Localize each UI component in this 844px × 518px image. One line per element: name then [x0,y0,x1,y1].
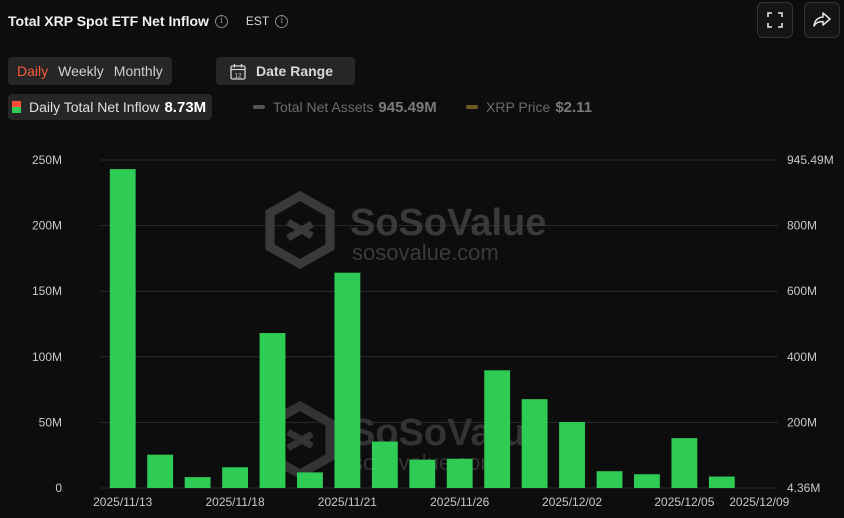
legend-value: 8.73M [164,98,207,116]
legend-swatch-inflow [12,101,21,113]
fullscreen-icon [767,12,783,28]
x-tick-label: 2025/11/13 [93,495,152,509]
bar-2025/12/02[interactable] [559,422,585,488]
bar-2025/11/17[interactable] [184,477,211,488]
bar-2025/11/18[interactable] [222,467,248,488]
grid-lines [100,159,778,489]
legend-value: $2.11 [555,98,593,116]
bar-2025/11/28[interactable] [484,370,511,488]
info-icon[interactable]: i [214,14,228,28]
bar-2025/11/24[interactable] [371,441,398,488]
bar-2025/12/04[interactable] [634,474,660,488]
legend-swatch-price [466,105,478,109]
date-range-button[interactable]: 12 Date Range [216,57,355,85]
legend-name: Daily Total Net Inflow [29,99,160,115]
bar-2025/12/05[interactable] [671,438,698,488]
date-range-label: Date Range [256,63,334,79]
bar-2025/12/03[interactable] [596,471,623,488]
watermark-url: sosovalue.com [352,240,499,265]
tab-daily[interactable]: Daily [17,63,49,79]
bar-2025/11/13[interactable] [109,169,136,488]
x-axis: 2025/11/13 2025/11/18 2025/11/21 2025/11/26… [93,495,789,509]
y-left-tick-label: 150M [32,284,62,298]
x-tick-label: 2025/11/18 [205,495,264,509]
legend-daily-inflow[interactable]: Daily Total Net Inflow 8.73M [8,94,213,120]
x-tick-label: 2025/12/09 [729,495,789,509]
x-tick-label: 2025/12/05 [654,495,714,509]
legend-value: 945.49M [378,98,437,116]
y-left-tick-label: 50M [39,415,62,429]
y-axis-right: 4.36M 200M 400M 600M 800M 945.49M [787,153,834,495]
y-left-tick-label: 200M [32,219,62,233]
y-right-tick-label: 200M [787,415,817,429]
timezone-label: EST [245,14,270,28]
legend-swatch-assets [253,105,265,109]
title-row: Total XRP Spot ETF Net Inflow i EST i [8,10,289,32]
bar-2025/11/26[interactable] [446,458,473,488]
watermark-logo-icon [265,190,335,270]
period-tabs: Daily Weekly Monthly [8,57,172,85]
y-right-tick-label: 945.49M [787,153,834,167]
x-tick-label: 2025/11/21 [318,495,377,509]
legend-xrp-price[interactable]: XRP Price $2.11 [462,94,592,120]
bar-2025/11/21[interactable] [334,272,361,488]
bar-2025/12/01[interactable] [521,399,548,488]
y-right-tick-label: 400M [787,350,817,364]
timezone-info-icon[interactable]: i [275,14,289,28]
bar-2025/11/20[interactable] [297,472,323,488]
y-left-tick-label: 250M [32,153,62,167]
legend-name: Total Net Assets [273,99,374,115]
legend-net-assets[interactable]: Total Net Assets 945.49M [249,94,437,120]
y-axis-left: 0 50M 100M 150M 200M 250M [32,153,62,495]
tab-weekly[interactable]: Weekly [58,63,104,79]
bar-2025/11/25[interactable] [409,459,436,488]
tab-monthly[interactable]: Monthly [113,63,163,79]
x-tick-label: 2025/11/26 [430,495,489,509]
share-icon [813,12,831,27]
share-button[interactable] [804,2,840,38]
calendar-day: 12 [234,72,242,79]
bar-series [109,169,735,488]
y-right-tick-label: 4.36M [787,481,820,495]
y-left-tick-label: 0 [55,481,62,495]
x-tick-label: 2025/12/02 [542,495,602,509]
fullscreen-button[interactable] [757,2,793,38]
calendar-icon: 12 [230,63,246,80]
y-right-tick-label: 800M [787,219,817,233]
legend-name: XRP Price [486,99,551,115]
bar-2025/11/19[interactable] [259,333,286,488]
bar-2025/11/14[interactable] [147,454,174,488]
bar-2025/12/08[interactable] [708,476,735,488]
page-title: Total XRP Spot ETF Net Inflow [8,13,209,29]
y-left-tick-label: 100M [32,350,62,364]
y-right-tick-label: 600M [787,284,817,298]
watermark-brand: SoSoValue [350,202,546,244]
